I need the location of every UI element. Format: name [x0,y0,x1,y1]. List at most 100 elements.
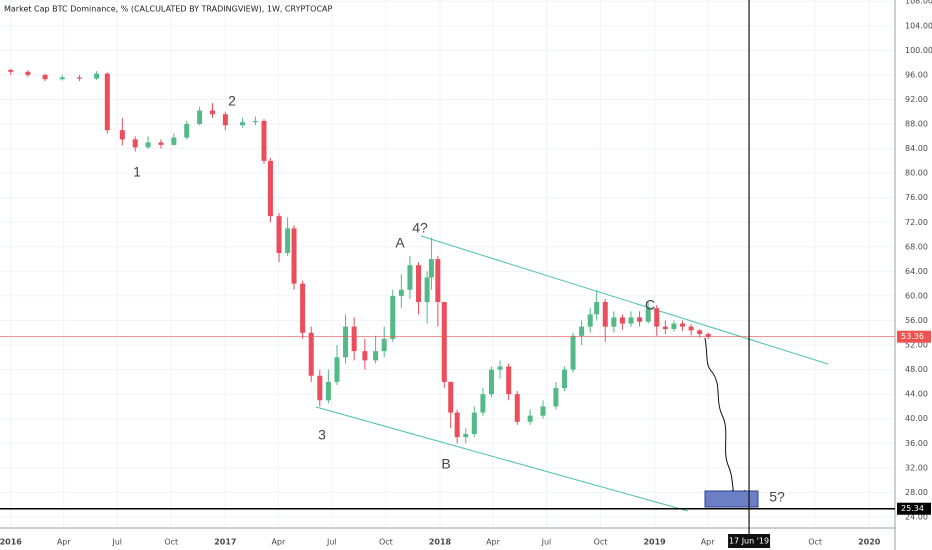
candle-body [209,110,215,115]
candle-body [59,77,65,80]
candle-body [351,326,357,352]
candle-body [317,375,323,401]
candle-body [343,326,349,358]
y-tick-label: 72.00 [905,218,928,227]
candle-body [602,302,608,327]
wave-label: 4? [412,220,428,236]
candle-body [454,412,460,438]
candle-body [594,302,600,315]
candle-body [463,434,469,438]
candle-body [8,69,14,72]
y-tick-label: 56.00 [905,316,928,325]
wave-label: A [395,235,405,251]
wave-label: 3 [318,427,326,443]
candle-body [145,142,151,148]
candle-body [561,369,567,389]
y-tick-label: 76.00 [905,193,928,202]
candle-body [688,326,694,331]
candle-body [261,120,267,161]
candle-body [654,308,660,327]
wave-label: B [441,456,450,472]
y-tick-label: 32.00 [905,463,928,472]
candle-body [334,357,340,382]
y-tick-label: 60.00 [905,291,928,300]
price-label-bg [897,330,931,343]
y-tick-label: 24.00 [905,512,928,521]
candle-body [42,74,48,80]
candle-body [308,332,314,376]
y-tick-label: 36.00 [905,439,928,448]
y-tick-label: 104.00 [905,21,932,30]
candle-body [587,314,593,327]
x-tick-label: 2020 [858,538,881,547]
x-tick-label: Jul [326,538,337,547]
candle-body [570,335,576,370]
candle-body [171,137,177,145]
candle-body [285,228,291,253]
x-tick-label: 2019 [643,538,666,547]
candle-body [662,326,668,330]
candle-body [553,388,559,407]
candle-body [416,265,422,303]
candle-body [480,394,486,413]
x-tick-label: Oct [164,538,178,547]
candle-body [104,73,110,131]
y-tick-label: 64.00 [905,267,928,276]
price-label: 53.36 [901,332,924,341]
x-tick-label: Apr [486,538,501,547]
candle-body [291,228,297,284]
candle-body [424,277,430,303]
candle-body [222,114,228,126]
wave-label: 1 [133,164,141,180]
candle-body [441,302,447,382]
y-tick-label: 40.00 [905,414,928,423]
lower-trendline [315,406,689,512]
x-tick-label: 2018 [429,538,452,547]
candle-body [697,330,703,334]
candle-body [611,317,617,327]
x-tick-label: Apr [57,538,72,547]
candle-body [471,412,477,435]
y-tick-label: 96.00 [905,70,928,79]
y-tick-label: 88.00 [905,120,928,129]
candle-body [240,122,246,126]
candle-body [680,323,686,327]
y-tick-label: 28.00 [905,488,928,497]
x-tick-label: Oct [379,538,393,547]
candle-body [267,160,273,217]
x-tick-label: Oct [808,538,822,547]
candle-body [300,283,306,333]
price-label-bg [897,502,931,515]
candle-body [76,77,82,79]
candle-body [645,308,651,322]
x-tick-label: Jul [541,538,552,547]
y-tick-label: 80.00 [905,169,928,178]
wave-label: 5? [769,489,785,505]
candle-body [488,369,494,395]
y-tick-label: 92.00 [905,95,928,104]
candle-body [381,338,387,352]
candle-body [119,130,125,140]
crosshair-label: 17 Jun '19 [729,537,769,546]
candle-body [325,381,331,401]
candle-body [94,73,100,79]
target-box [704,490,759,508]
candle-body [637,317,643,322]
chart-title: Market Cap BTC Dominance, % (CALCULATED … [4,5,333,14]
candle-body [428,259,434,278]
candle-body [276,216,282,253]
candle-body [373,351,379,361]
candle-body [448,381,454,413]
candle-body [390,295,396,339]
candle-body [362,351,368,361]
candle-body [579,326,585,336]
upper-trendline [420,235,829,365]
x-tick-label: Apr [701,538,716,547]
candle-body [514,394,520,422]
x-tick-label: Jul [111,538,122,547]
candle-body [540,406,546,416]
candle-body [197,110,203,125]
candle-body [132,139,138,148]
candle-body [619,317,625,324]
